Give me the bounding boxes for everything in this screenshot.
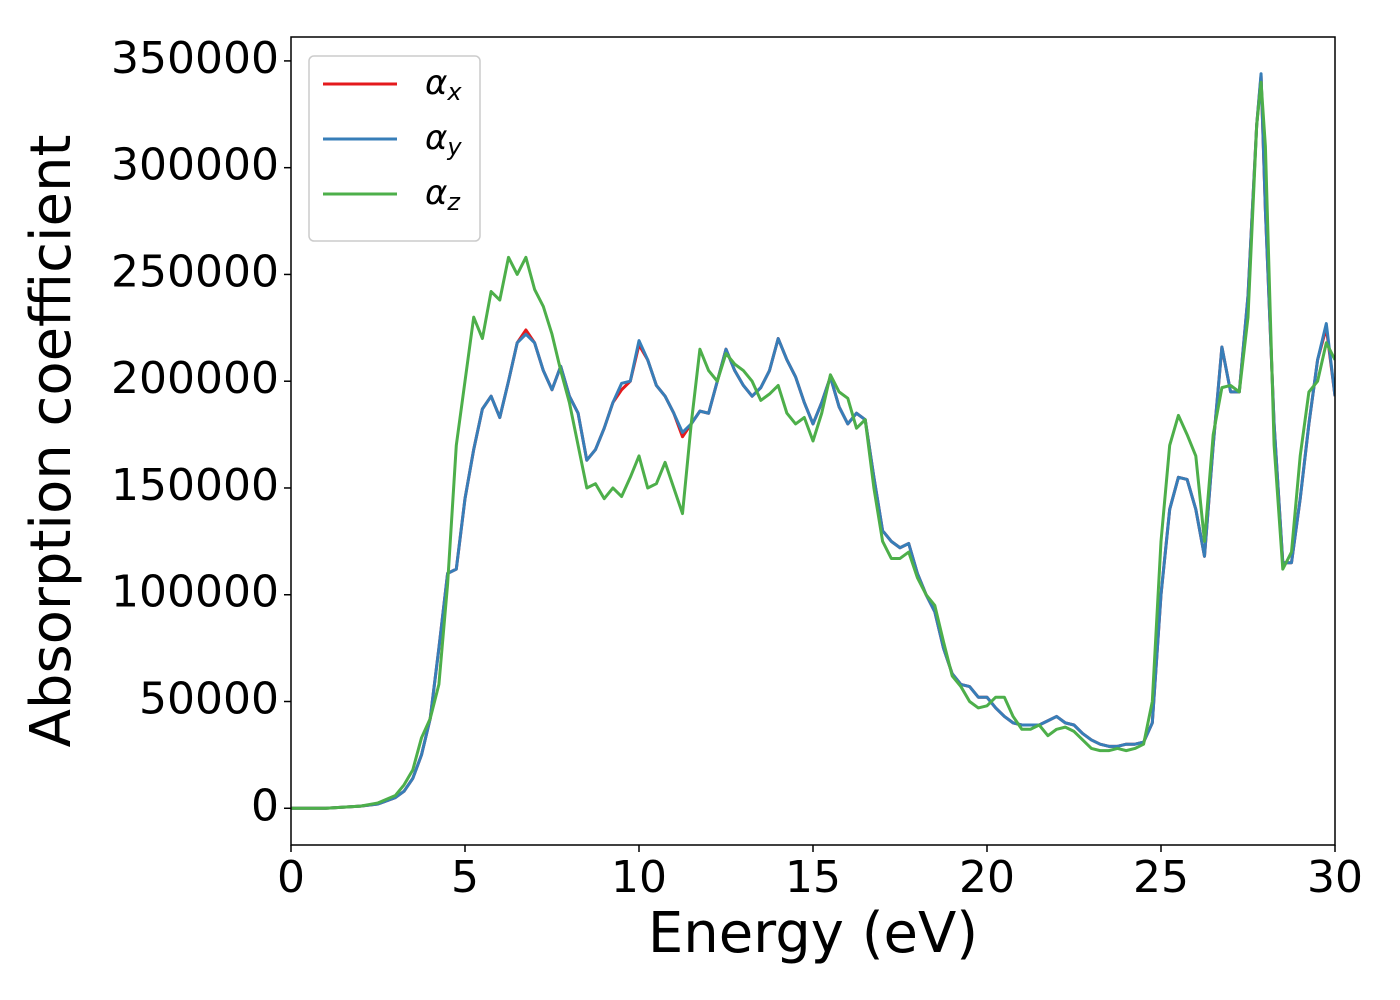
series-line [291, 80, 1335, 810]
x-tick-label: 10 [611, 852, 667, 903]
y-tick-label: 200000 [111, 353, 279, 404]
legend-label: αz [425, 173, 461, 217]
y-tick-label: 100000 [111, 567, 279, 618]
y-axis-label: Absorption coefficient [19, 135, 84, 748]
x-tick-label: 25 [1133, 852, 1189, 903]
y-tick-label: 0 [251, 780, 279, 831]
x-tick-label: 0 [277, 852, 305, 903]
y-tick-label: 300000 [111, 140, 279, 191]
plot-frame [290, 36, 1336, 846]
y-tick-label: 50000 [139, 674, 279, 725]
y-tick-label: 150000 [111, 460, 279, 511]
x-axis-label: Energy (eV) [648, 901, 978, 966]
x-tick-label: 20 [959, 852, 1015, 903]
y-tick-label: 250000 [111, 246, 279, 297]
legend-label: αy [425, 118, 462, 162]
x-tick-label: 15 [785, 852, 841, 903]
legend-label: αx [425, 63, 462, 107]
x-tick-label: 5 [451, 852, 479, 903]
y-tick-label: 350000 [111, 33, 279, 84]
x-tick-label: 30 [1307, 852, 1363, 903]
